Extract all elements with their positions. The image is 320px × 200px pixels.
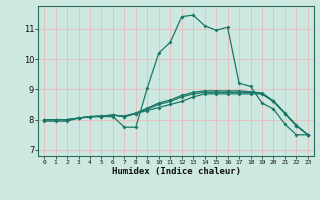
X-axis label: Humidex (Indice chaleur): Humidex (Indice chaleur) xyxy=(111,167,241,176)
